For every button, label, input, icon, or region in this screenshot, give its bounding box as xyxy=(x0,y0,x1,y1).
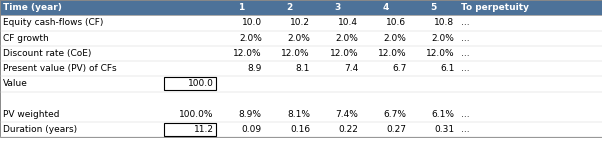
Text: Discount rate (CoE): Discount rate (CoE) xyxy=(3,49,92,58)
Text: 2.0%: 2.0% xyxy=(287,34,310,43)
Text: 8.1: 8.1 xyxy=(296,64,310,73)
Text: 10.6: 10.6 xyxy=(386,18,406,27)
Text: 5: 5 xyxy=(430,3,436,12)
Text: 2.0%: 2.0% xyxy=(383,34,406,43)
Text: Time (year): Time (year) xyxy=(3,3,62,12)
FancyBboxPatch shape xyxy=(164,77,216,90)
Text: 2: 2 xyxy=(286,3,292,12)
Text: CF growth: CF growth xyxy=(3,34,49,43)
Text: Equity cash-flows (CF): Equity cash-flows (CF) xyxy=(3,18,104,27)
Text: 7.4: 7.4 xyxy=(344,64,358,73)
Text: 10.4: 10.4 xyxy=(338,18,358,27)
Text: 12.0%: 12.0% xyxy=(377,49,406,58)
Text: 0.16: 0.16 xyxy=(290,125,310,134)
Text: 0.09: 0.09 xyxy=(242,125,262,134)
Text: 10.8: 10.8 xyxy=(435,18,455,27)
Text: ...: ... xyxy=(461,18,469,27)
Text: ...: ... xyxy=(461,64,469,73)
Text: 12.0%: 12.0% xyxy=(233,49,262,58)
Text: PV weighted: PV weighted xyxy=(3,110,60,119)
Text: ...: ... xyxy=(461,125,469,134)
Text: 3: 3 xyxy=(334,3,340,12)
Text: ...: ... xyxy=(461,110,469,119)
Text: 6.1%: 6.1% xyxy=(432,110,455,119)
Text: 0.31: 0.31 xyxy=(435,125,455,134)
Text: Duration (years): Duration (years) xyxy=(3,125,77,134)
Text: 8.9%: 8.9% xyxy=(239,110,262,119)
Text: ...: ... xyxy=(461,49,469,58)
Text: 7.4%: 7.4% xyxy=(335,110,358,119)
Text: ...: ... xyxy=(461,34,469,43)
FancyBboxPatch shape xyxy=(164,123,216,136)
Text: 100.0%: 100.0% xyxy=(179,110,214,119)
Text: 10.0: 10.0 xyxy=(242,18,262,27)
Text: Value: Value xyxy=(3,80,28,88)
Text: 1: 1 xyxy=(238,3,244,12)
Text: 12.0%: 12.0% xyxy=(281,49,310,58)
Text: 2.0%: 2.0% xyxy=(335,34,358,43)
Text: 4: 4 xyxy=(382,3,388,12)
Bar xyxy=(0,0,602,15)
Text: 100.0: 100.0 xyxy=(188,80,214,88)
Text: 6.7%: 6.7% xyxy=(383,110,406,119)
Text: 0.22: 0.22 xyxy=(338,125,358,134)
Text: 6.7: 6.7 xyxy=(392,64,406,73)
Text: 2.0%: 2.0% xyxy=(239,34,262,43)
Text: 2.0%: 2.0% xyxy=(432,34,455,43)
Text: 11.2: 11.2 xyxy=(194,125,214,134)
Text: 6.1: 6.1 xyxy=(440,64,455,73)
Text: 12.0%: 12.0% xyxy=(329,49,358,58)
Text: 12.0%: 12.0% xyxy=(426,49,455,58)
Text: 0.27: 0.27 xyxy=(386,125,406,134)
Text: 100.0: 100.0 xyxy=(188,80,214,88)
Text: 11.2: 11.2 xyxy=(194,125,214,134)
Text: 8.9: 8.9 xyxy=(247,64,262,73)
Text: 10.2: 10.2 xyxy=(290,18,310,27)
Text: Present value (PV) of CFs: Present value (PV) of CFs xyxy=(3,64,117,73)
Text: 8.1%: 8.1% xyxy=(287,110,310,119)
Text: To perpetuity: To perpetuity xyxy=(461,3,529,12)
